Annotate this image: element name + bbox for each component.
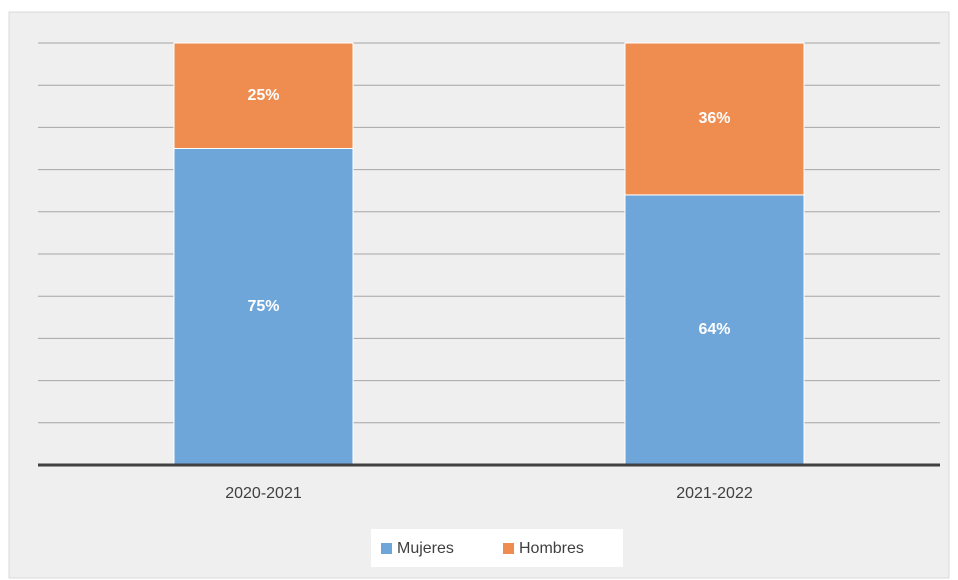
data-label: 64% (698, 321, 730, 338)
plot-area: 75% 25% 2020-2021 64% 36% 2021-2022 (38, 42, 940, 502)
data-label: 36% (698, 110, 730, 127)
x-tick-label: 2021-2022 (676, 485, 753, 502)
bar-segment (624, 194, 805, 466)
data-label: 75% (247, 298, 279, 315)
x-tick-label: 2020-2021 (225, 485, 302, 502)
legend-box (371, 529, 623, 567)
legend-swatch (381, 543, 392, 554)
bar-segment (173, 148, 354, 466)
bar-segment (624, 42, 805, 196)
legend: Mujeres Hombres (371, 529, 623, 567)
legend-swatch (503, 543, 514, 554)
legend-label: Hombres (519, 540, 584, 557)
bar-segment (173, 42, 354, 149)
chart-background (8, 11, 950, 579)
data-label: 25% (247, 87, 279, 104)
legend-label: Mujeres (397, 540, 454, 557)
